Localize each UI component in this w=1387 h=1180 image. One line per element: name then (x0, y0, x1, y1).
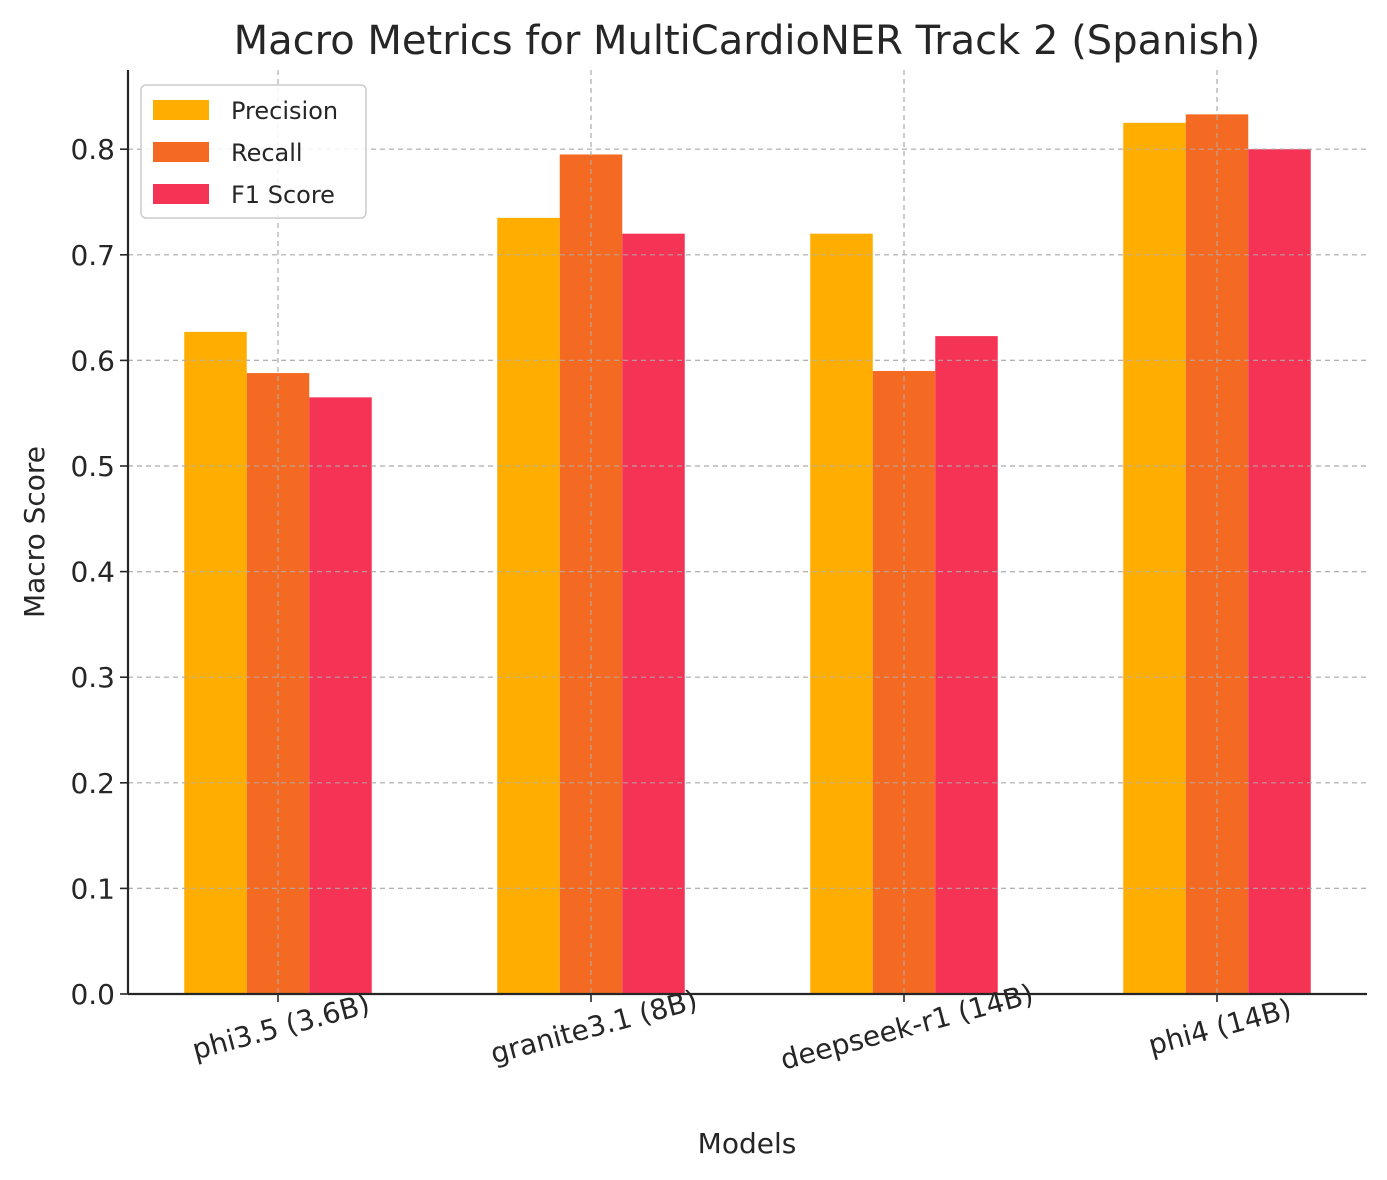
legend-swatch-recall (153, 142, 209, 162)
y-tick-label: 0.5 (70, 450, 115, 483)
legend-label-recall: Recall (231, 139, 303, 167)
y-tick-label: 0.4 (70, 556, 115, 589)
y-axis-label: Macro Score (18, 446, 51, 618)
y-tick-label: 0.0 (70, 978, 115, 1011)
y-tick-label: 0.2 (70, 767, 115, 800)
legend-swatch-f1-score (153, 184, 209, 204)
bar-precision (1123, 122, 1186, 995)
y-tick-label: 0.7 (70, 239, 115, 272)
bar-precision (497, 217, 560, 995)
legend-swatch-precision (153, 100, 209, 120)
axes (126, 70, 1367, 996)
x-axis-label: Models (698, 1127, 797, 1160)
legend-label-precision: Precision (231, 97, 338, 125)
y-tick-label: 0.1 (70, 872, 115, 905)
bar-f1-score (309, 397, 372, 994)
chart-title: Macro Metrics for MultiCardioNER Track 2… (234, 18, 1261, 64)
bar-precision (810, 233, 873, 994)
y-tick-label: 0.8 (70, 133, 115, 166)
x-tick-label: granite3.1 (8B) (487, 983, 701, 1070)
bar-f1-score (622, 233, 685, 994)
x-tick-label: phi4 (14B) (1145, 992, 1295, 1062)
bar-f1-score (935, 336, 998, 994)
y-tick-label: 0.6 (70, 344, 115, 377)
bars (184, 114, 1311, 995)
legend: Precision Recall F1 Score (140, 84, 367, 219)
y-ticks: 0.0 0.1 0.2 0.3 0.4 0.5 0.6 0.7 0.8 (70, 133, 128, 1011)
y-tick-label: 0.3 (70, 661, 115, 694)
bar-precision (184, 331, 247, 994)
x-tick-label: phi3.5 (3.6B) (189, 987, 374, 1066)
legend-label-f1-score: F1 Score (231, 181, 335, 209)
